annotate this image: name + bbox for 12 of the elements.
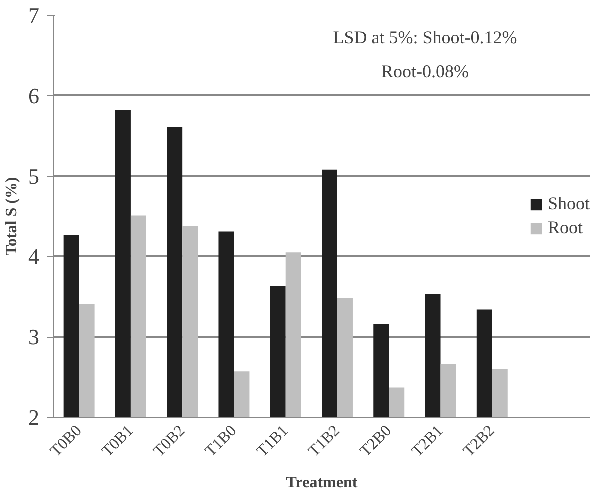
y-tick-label: 7	[28, 3, 40, 28]
y-tick-label: 6	[28, 83, 40, 108]
y-tick-label: 2	[28, 405, 40, 430]
y-tick-label: 4	[28, 244, 40, 270]
x-axis-title: Treatment	[286, 474, 358, 492]
annotation: Root-0.08%	[382, 61, 470, 82]
y-tick-label: 5	[28, 164, 40, 189]
y-tick-label: 3	[28, 324, 40, 350]
legend-label: Root	[548, 218, 583, 238]
legend-label: Shoot	[548, 194, 590, 214]
annotation: LSD at 5%: Shoot-0.12%	[333, 28, 518, 48]
y-axis-title: Total S (%)	[4, 177, 20, 256]
